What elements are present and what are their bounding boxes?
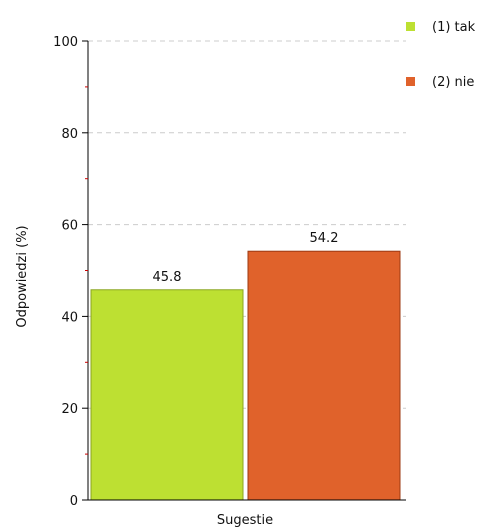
bar-2 xyxy=(247,250,401,501)
legend-swatch-1 xyxy=(406,22,415,31)
legend: (1) tak (2) nie xyxy=(406,20,476,90)
x-axis-title: Sugestie xyxy=(217,513,273,528)
legend-label-1: (1) tak xyxy=(432,20,476,35)
bar-1 xyxy=(90,289,244,501)
y-tick-label: 0 xyxy=(70,494,78,509)
y-axis-title: Odpowiedzi (%) xyxy=(15,225,30,327)
y-tick-label: 40 xyxy=(61,310,78,325)
y-tick-label: 60 xyxy=(61,219,78,234)
legend-swatch-2 xyxy=(406,77,415,86)
bars: 45.8 54.2 xyxy=(90,231,401,501)
y-tick-label: 20 xyxy=(61,402,78,417)
y-tick-label: 80 xyxy=(61,127,78,142)
data-label-2: 54.2 xyxy=(310,231,339,246)
legend-label-2: (2) nie xyxy=(432,75,474,90)
y-tick-label: 100 xyxy=(53,35,78,50)
data-label-1: 45.8 xyxy=(153,270,182,285)
y-ticks: 0 20 40 60 80 100 xyxy=(53,35,88,509)
